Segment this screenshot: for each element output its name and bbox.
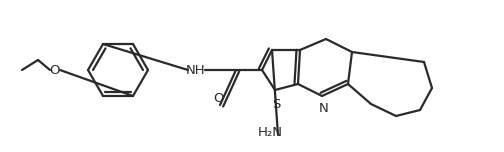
Text: S: S [272,97,280,111]
Text: H₂N: H₂N [258,126,283,138]
Text: O: O [213,93,223,105]
Text: O: O [50,64,60,76]
Text: NH: NH [186,64,206,76]
Text: N: N [319,102,329,114]
